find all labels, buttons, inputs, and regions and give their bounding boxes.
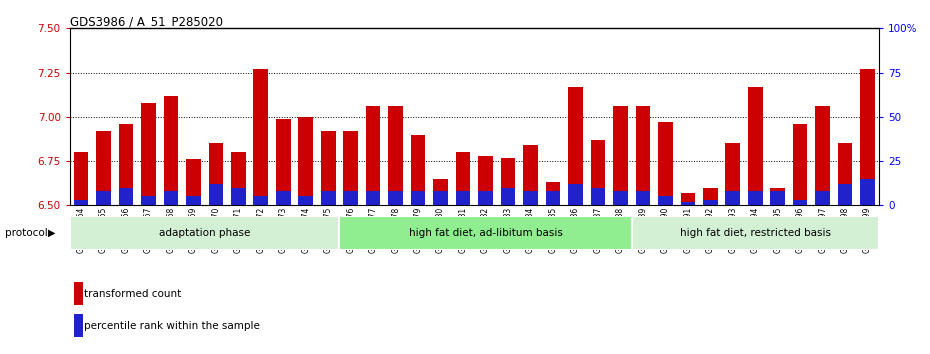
Bar: [254, 69, 268, 205]
Bar: [141, 103, 155, 205]
Bar: [546, 182, 560, 205]
Bar: [208, 184, 223, 205]
Bar: [524, 145, 538, 205]
Text: protocol: protocol: [5, 228, 47, 238]
Bar: [339, 216, 631, 250]
Bar: [478, 191, 493, 205]
Bar: [411, 135, 425, 205]
Text: adaptation phase: adaptation phase: [159, 228, 250, 238]
Bar: [365, 191, 380, 205]
Bar: [186, 159, 201, 205]
Bar: [299, 196, 313, 205]
Bar: [591, 140, 605, 205]
Bar: [186, 196, 201, 205]
Bar: [816, 191, 830, 205]
Bar: [96, 131, 111, 205]
Bar: [793, 124, 807, 205]
Text: transformed count: transformed count: [84, 289, 181, 299]
Bar: [838, 143, 853, 205]
Bar: [725, 143, 740, 205]
Bar: [546, 191, 560, 205]
Bar: [456, 191, 471, 205]
Bar: [635, 191, 650, 205]
Bar: [613, 106, 628, 205]
Bar: [299, 117, 313, 205]
Bar: [568, 87, 583, 205]
Bar: [770, 191, 785, 205]
Bar: [681, 193, 695, 205]
Bar: [73, 314, 83, 337]
Bar: [456, 152, 471, 205]
Bar: [73, 152, 88, 205]
Bar: [860, 69, 875, 205]
Bar: [96, 191, 111, 205]
Bar: [838, 184, 853, 205]
Text: percentile rank within the sample: percentile rank within the sample: [84, 321, 259, 331]
Bar: [748, 87, 763, 205]
Text: high fat diet, restricted basis: high fat diet, restricted basis: [680, 228, 830, 238]
Bar: [631, 216, 879, 250]
Bar: [725, 191, 740, 205]
Bar: [703, 188, 718, 205]
Bar: [613, 191, 628, 205]
Bar: [635, 106, 650, 205]
Bar: [703, 200, 718, 205]
Bar: [389, 106, 403, 205]
Bar: [568, 184, 583, 205]
Bar: [164, 96, 179, 205]
Bar: [658, 122, 672, 205]
Bar: [500, 158, 515, 205]
Bar: [658, 196, 672, 205]
Bar: [748, 191, 763, 205]
Bar: [681, 202, 695, 205]
Bar: [770, 188, 785, 205]
Bar: [208, 143, 223, 205]
Bar: [73, 200, 88, 205]
Bar: [254, 196, 268, 205]
Bar: [276, 119, 290, 205]
Bar: [119, 188, 133, 205]
Bar: [433, 179, 448, 205]
Bar: [860, 179, 875, 205]
Bar: [164, 191, 179, 205]
Bar: [343, 191, 358, 205]
Bar: [343, 131, 358, 205]
Text: GDS3986 / A_51_P285020: GDS3986 / A_51_P285020: [70, 15, 223, 28]
Bar: [321, 191, 336, 205]
Bar: [119, 124, 133, 205]
Bar: [276, 191, 290, 205]
Bar: [389, 191, 403, 205]
Bar: [365, 106, 380, 205]
Bar: [73, 282, 83, 305]
Bar: [141, 196, 155, 205]
Bar: [500, 188, 515, 205]
Bar: [433, 191, 448, 205]
Bar: [591, 188, 605, 205]
Text: high fat diet, ad-libitum basis: high fat diet, ad-libitum basis: [408, 228, 563, 238]
Bar: [793, 200, 807, 205]
Bar: [816, 106, 830, 205]
Bar: [478, 156, 493, 205]
Bar: [411, 191, 425, 205]
Bar: [231, 152, 246, 205]
Bar: [524, 191, 538, 205]
Bar: [321, 131, 336, 205]
Bar: [70, 216, 339, 250]
Bar: [231, 188, 246, 205]
Text: ▶: ▶: [48, 228, 56, 238]
